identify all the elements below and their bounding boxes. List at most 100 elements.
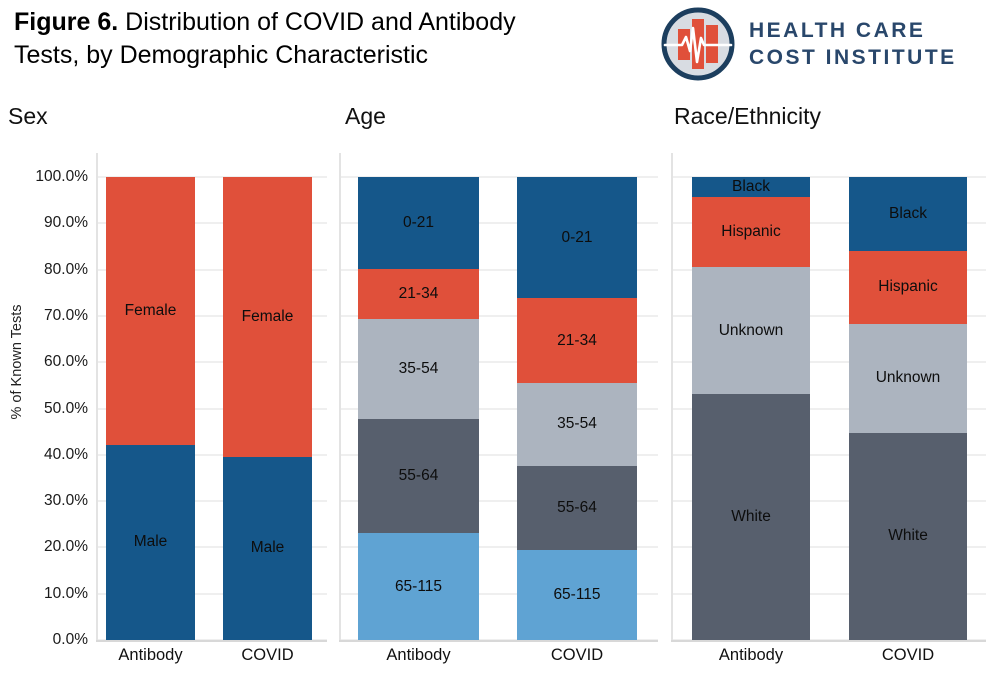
gridline bbox=[339, 500, 658, 503]
segment-label: 21-34 bbox=[557, 331, 597, 349]
gridline bbox=[96, 314, 327, 317]
bar-segment-35-54: 35-54 bbox=[358, 318, 479, 419]
gridline bbox=[339, 176, 658, 178]
stacked-bar-covid: Black Hispanic Unknown White bbox=[849, 177, 967, 640]
segment-label: White bbox=[731, 508, 771, 526]
bar-segment-white: White bbox=[849, 433, 967, 640]
segment-label: 35-54 bbox=[398, 359, 439, 377]
y-tick-label: 70.0% bbox=[44, 306, 88, 324]
bar-segment-male: Male bbox=[223, 456, 312, 640]
gridline bbox=[671, 268, 986, 271]
y-axis-title: % of Known Tests bbox=[9, 304, 25, 420]
segment-label: Unknown bbox=[718, 321, 784, 339]
gridline bbox=[671, 407, 986, 410]
gridline bbox=[96, 407, 327, 410]
stacked-bar-covid: Female Male bbox=[223, 177, 312, 640]
segment-label: White bbox=[888, 527, 928, 545]
category-label: Antibody bbox=[118, 646, 183, 664]
segment-label: 35-54 bbox=[557, 415, 597, 433]
segment-label: Female bbox=[241, 307, 294, 325]
y-axis-line bbox=[339, 153, 341, 641]
stacked-bar-antibody: Female Male bbox=[106, 177, 195, 640]
gridline bbox=[339, 407, 658, 410]
gridline bbox=[339, 546, 658, 549]
bar-segment-female: Female bbox=[106, 177, 195, 445]
gridline bbox=[339, 314, 658, 317]
segment-label: Black bbox=[732, 178, 770, 196]
gridline bbox=[671, 453, 986, 456]
y-tick-label: 20.0% bbox=[44, 538, 88, 556]
gridline bbox=[96, 500, 327, 503]
stacked-bar-covid: 0-21 21-34 35-54 55-64 65-115 bbox=[517, 177, 637, 640]
gridline bbox=[96, 453, 327, 456]
bar-segment-black: Black bbox=[849, 177, 967, 251]
x-axis-line bbox=[96, 640, 327, 642]
figure-title-line1: Distribution of COVID and Antibody bbox=[118, 8, 516, 36]
segment-label: Black bbox=[889, 204, 927, 222]
segment-label: Male bbox=[133, 533, 168, 551]
gridline bbox=[96, 592, 327, 595]
gridline bbox=[671, 222, 986, 225]
panel-title: Sex bbox=[8, 103, 48, 129]
bar-segment-0-21: 0-21 bbox=[358, 177, 479, 270]
gridline bbox=[671, 361, 986, 364]
segment-label: 0-21 bbox=[402, 214, 435, 232]
gridline bbox=[339, 222, 658, 225]
bar-segment-black: Black bbox=[692, 177, 810, 198]
category-label: COVID bbox=[550, 646, 604, 664]
y-axis-line bbox=[671, 153, 673, 641]
figure-title-line2: Tests, by Demographic Characteristic bbox=[14, 41, 429, 69]
hcci-wordmark: HEALTH CARE COST INSTITUTE bbox=[749, 17, 957, 71]
bar-segment-55-64: 55-64 bbox=[517, 465, 637, 551]
hcci-wordmark-line1: HEALTH CARE bbox=[749, 19, 926, 42]
category-label: Antibody bbox=[386, 646, 451, 664]
bar-segment-unknown: Unknown bbox=[692, 267, 810, 395]
gridline bbox=[96, 361, 327, 364]
y-tick-label: 40.0% bbox=[44, 445, 88, 463]
gridline bbox=[671, 546, 986, 549]
y-tick-label: 100.0% bbox=[35, 168, 88, 185]
gridline bbox=[671, 314, 986, 317]
category-label: COVID bbox=[241, 646, 294, 664]
bar-segment-65-115: 65-115 bbox=[517, 550, 637, 640]
gridline bbox=[96, 222, 327, 225]
figure-title: Figure 6. Distribution of COVID and Anti… bbox=[14, 6, 654, 72]
bar-segment-21-34: 21-34 bbox=[358, 269, 479, 319]
bar-segment-hispanic: Hispanic bbox=[849, 250, 967, 324]
bar-segment-white: White bbox=[692, 394, 810, 640]
x-axis-line bbox=[671, 640, 986, 642]
category-label: COVID bbox=[881, 646, 935, 664]
stacked-bar-antibody: Black Hispanic Unknown White bbox=[692, 177, 810, 640]
bar-segment-55-64: 55-64 bbox=[358, 418, 479, 534]
gridline bbox=[339, 592, 658, 595]
stacked-bar-antibody: 0-21 21-34 35-54 55-64 65-115 bbox=[358, 177, 479, 640]
gridline bbox=[671, 592, 986, 595]
segment-label: Male bbox=[250, 539, 285, 557]
y-tick-label: 50.0% bbox=[44, 399, 88, 417]
segment-label: 65-115 bbox=[553, 586, 601, 604]
y-tick-label: 80.0% bbox=[44, 260, 88, 278]
bar-segment-hispanic: Hispanic bbox=[692, 197, 810, 268]
bar-segment-0-21: 0-21 bbox=[517, 177, 637, 299]
gridline bbox=[671, 176, 986, 178]
bar-segment-65-115: 65-115 bbox=[358, 533, 479, 640]
y-tick-label: 60.0% bbox=[44, 353, 88, 371]
y-tick-label: 10.0% bbox=[44, 584, 88, 602]
x-axis-line bbox=[339, 640, 658, 642]
hcci-bars-ekg-icon bbox=[661, 7, 735, 81]
segment-label: 0-21 bbox=[561, 228, 593, 246]
bar-segment-male: Male bbox=[106, 444, 195, 640]
hcci-logo: HEALTH CARE COST INSTITUTE bbox=[660, 6, 957, 82]
figure-number-label: Figure 6. bbox=[14, 8, 119, 36]
gridline bbox=[339, 268, 658, 271]
segment-label: Hispanic bbox=[721, 223, 781, 241]
gridline bbox=[671, 500, 986, 503]
gridline bbox=[339, 361, 658, 364]
gridline bbox=[96, 546, 327, 549]
gridline bbox=[96, 176, 327, 178]
y-tick-label: 90.0% bbox=[44, 214, 88, 232]
segment-label: Hispanic bbox=[878, 278, 938, 296]
hcci-wordmark-line2: COST INSTITUTE bbox=[749, 46, 957, 69]
y-tick-label: 0.0% bbox=[52, 631, 88, 648]
